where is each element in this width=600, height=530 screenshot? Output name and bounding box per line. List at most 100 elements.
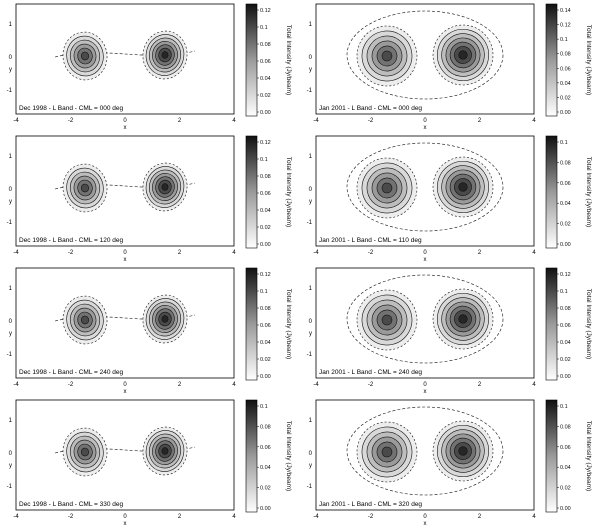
x-tick-label: 4 <box>232 250 236 256</box>
outer-contour <box>346 274 504 364</box>
x-tick-label: -4 <box>313 250 319 256</box>
plot-panel: Dec 1998 - L Band - CML = 000 deg 1 0 -1 y -4… <box>7 3 292 131</box>
colorbar-tick-label: 0.04 <box>560 465 571 471</box>
x-tick-label: 2 <box>178 118 182 124</box>
colorbar-label: Total Intensity (Jy/beam) <box>285 157 292 227</box>
colorbar-tick-label: 0.06 <box>560 66 571 72</box>
x-axis-label: x <box>124 257 127 263</box>
east-lobe <box>432 288 494 350</box>
plot-frame <box>315 267 535 379</box>
colorbar <box>545 399 558 513</box>
y-axis-label: y <box>309 199 312 205</box>
outer-contour <box>346 10 504 100</box>
x-tick-label: 0 <box>123 514 127 520</box>
x-tick-label: -4 <box>13 514 19 520</box>
x-tick-label: 0 <box>423 382 427 388</box>
plot-panel: Dec 1998 - L Band - CML = 330 deg 1 0 -1 y -4… <box>7 399 292 527</box>
colorbar-tick-label: 0.00 <box>260 242 271 248</box>
x-tick-label: 0 <box>123 250 127 256</box>
colorbar-label: Total Intensity (Jy/beam) <box>285 289 292 359</box>
colorbar-tick-label: 0.08 <box>260 42 271 48</box>
panel-label: Dec 1998 - L Band - CML = 240 deg <box>19 369 124 376</box>
y-tick-label: -1 <box>307 88 313 94</box>
y-tick-label: 1 <box>9 286 13 292</box>
east-lobe <box>432 156 494 218</box>
colorbar-tick-label: 0.08 <box>560 52 571 58</box>
panel-label: Jan 2001 - L Band - CML = 000 deg <box>319 105 422 112</box>
x-tick-label: -2 <box>68 514 74 520</box>
colorbar-tick-label: 0.12 <box>560 23 571 29</box>
colorbar-tick-label: 0.06 <box>260 59 271 65</box>
outer-contour <box>346 142 504 232</box>
colorbar-tick-label: 0.1 <box>560 37 568 43</box>
y-tick-label: -1 <box>307 484 313 490</box>
plot-frame <box>315 135 535 247</box>
x-tick-label: 0 <box>123 118 127 124</box>
colorbar-tick-label: 0.00 <box>260 506 271 512</box>
colorbar-tick-label: 0.12 <box>260 140 271 146</box>
colorbar-tick-label: 0.00 <box>560 374 571 380</box>
colorbar <box>545 3 558 117</box>
y-tick-label: -1 <box>307 352 313 358</box>
y-tick-label: -1 <box>7 484 13 490</box>
x-tick-label: -2 <box>368 118 374 124</box>
colorbar-tick-label: 0.1 <box>560 140 568 146</box>
y-tick-label: 0 <box>309 451 313 457</box>
x-tick-label: 4 <box>232 514 236 520</box>
x-tick-label: 2 <box>478 514 482 520</box>
x-tick-label: -2 <box>68 118 74 124</box>
colorbar-tick-label: 0.1 <box>260 289 268 295</box>
colorbar-label: Total Intensity (Jy/beam) <box>585 289 592 359</box>
y-axis-label: y <box>9 463 12 469</box>
x-tick-label: 4 <box>532 514 536 520</box>
plot-frame <box>15 135 235 247</box>
y-tick-label: -1 <box>7 88 13 94</box>
x-tick-label: -4 <box>313 382 319 388</box>
colorbar-label: Total Intensity (Jy/beam) <box>585 157 592 227</box>
colorbar-tick-label: 0.1 <box>260 157 268 163</box>
x-tick-label: -2 <box>368 250 374 256</box>
colorbar-tick-label: 0.02 <box>260 225 271 231</box>
west-lobe <box>356 25 418 87</box>
x-tick-label: -4 <box>313 514 319 520</box>
panel-label: Dec 1998 - L Band - CML = 000 deg <box>19 105 124 112</box>
y-tick-label: 0 <box>9 451 13 457</box>
panel-label: Dec 1998 - L Band - CML = 330 deg <box>19 501 124 508</box>
x-axis-label: x <box>124 125 127 131</box>
x-tick-label: 4 <box>232 382 236 388</box>
east-lobe <box>432 24 494 86</box>
plot-frame <box>315 399 535 511</box>
y-tick-label: 1 <box>9 418 13 424</box>
colorbar-tick-label: 0.1 <box>260 25 268 31</box>
colorbar-tick-label: 0.06 <box>560 181 571 187</box>
west-lobe <box>356 289 418 351</box>
colorbar-tick-label: 0.06 <box>260 445 271 451</box>
x-tick-label: -2 <box>68 250 74 256</box>
plot-panel: Jan 2001 - L Band - CML = 240 deg 1 0 -1 y -4… <box>307 267 592 395</box>
colorbar-tick-label: 0.1 <box>260 404 268 410</box>
y-tick-label: 0 <box>9 187 13 193</box>
colorbar-tick-label: 0.12 <box>260 8 271 14</box>
colorbar-tick-label: 0.00 <box>260 110 271 116</box>
x-tick-label: 0 <box>423 118 427 124</box>
x-axis-label: x <box>124 389 127 395</box>
colorbar-tick-label: 0.02 <box>260 93 271 99</box>
colorbar-tick-label: 0.04 <box>260 76 271 82</box>
x-tick-label: 2 <box>478 250 482 256</box>
colorbar-tick-label: 0.08 <box>560 306 571 312</box>
x-tick-label: -2 <box>368 514 374 520</box>
panel-label: Dec 1998 - L Band - CML = 120 deg <box>19 237 124 244</box>
plot-frame <box>315 3 535 115</box>
x-tick-label: 2 <box>178 250 182 256</box>
colorbar <box>545 267 558 381</box>
east-lobe <box>142 162 188 212</box>
x-tick-label: -4 <box>13 250 19 256</box>
colorbar-tick-label: 0.02 <box>560 357 571 363</box>
y-tick-label: 0 <box>309 187 313 193</box>
outer-contour <box>346 406 504 496</box>
plot-panel: Jan 2001 - L Band - CML = 000 deg 1 0 -1 y -4… <box>307 3 592 131</box>
x-axis-label: x <box>424 125 427 131</box>
y-tick-label: -1 <box>7 352 13 358</box>
colorbar-tick-label: 0.06 <box>260 323 271 329</box>
